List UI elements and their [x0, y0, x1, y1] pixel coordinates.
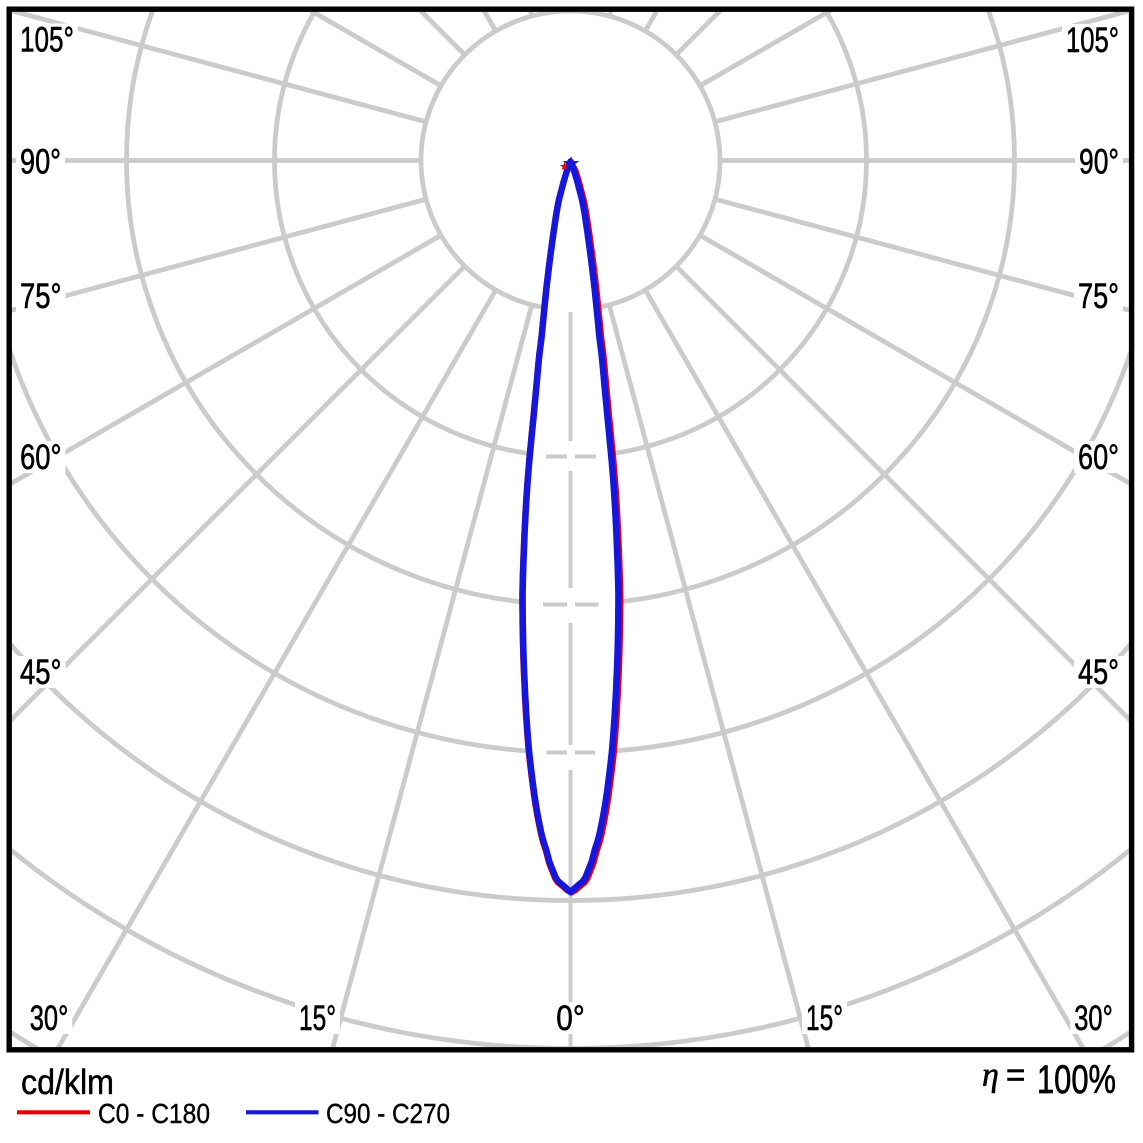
svg-text:60°: 60°: [20, 438, 62, 477]
svg-text:90°: 90°: [20, 143, 61, 182]
svg-text:90°: 90°: [1079, 143, 1119, 182]
svg-text:45°: 45°: [1078, 653, 1119, 692]
svg-text:C90 - C270: C90 - C270: [326, 1098, 450, 1129]
svg-text:30°: 30°: [1074, 999, 1113, 1038]
svg-text:cd/klm: cd/klm: [21, 1062, 114, 1102]
svg-text:η: η: [982, 1057, 999, 1094]
svg-text:15°: 15°: [299, 999, 336, 1038]
svg-text:75°: 75°: [20, 277, 62, 316]
svg-text:75°: 75°: [1078, 277, 1119, 316]
svg-text:100%: 100%: [1037, 1058, 1116, 1102]
svg-text:C0 - C180: C0 - C180: [98, 1098, 210, 1129]
svg-text:0°: 0°: [556, 999, 585, 1038]
svg-text:30°: 30°: [30, 999, 69, 1038]
svg-text:60°: 60°: [1078, 438, 1119, 477]
svg-text:45°: 45°: [20, 653, 62, 692]
svg-text:=: =: [1006, 1056, 1025, 1093]
svg-text:105°: 105°: [20, 21, 74, 60]
svg-text:15°: 15°: [806, 999, 843, 1038]
svg-text:105°: 105°: [1066, 21, 1119, 60]
